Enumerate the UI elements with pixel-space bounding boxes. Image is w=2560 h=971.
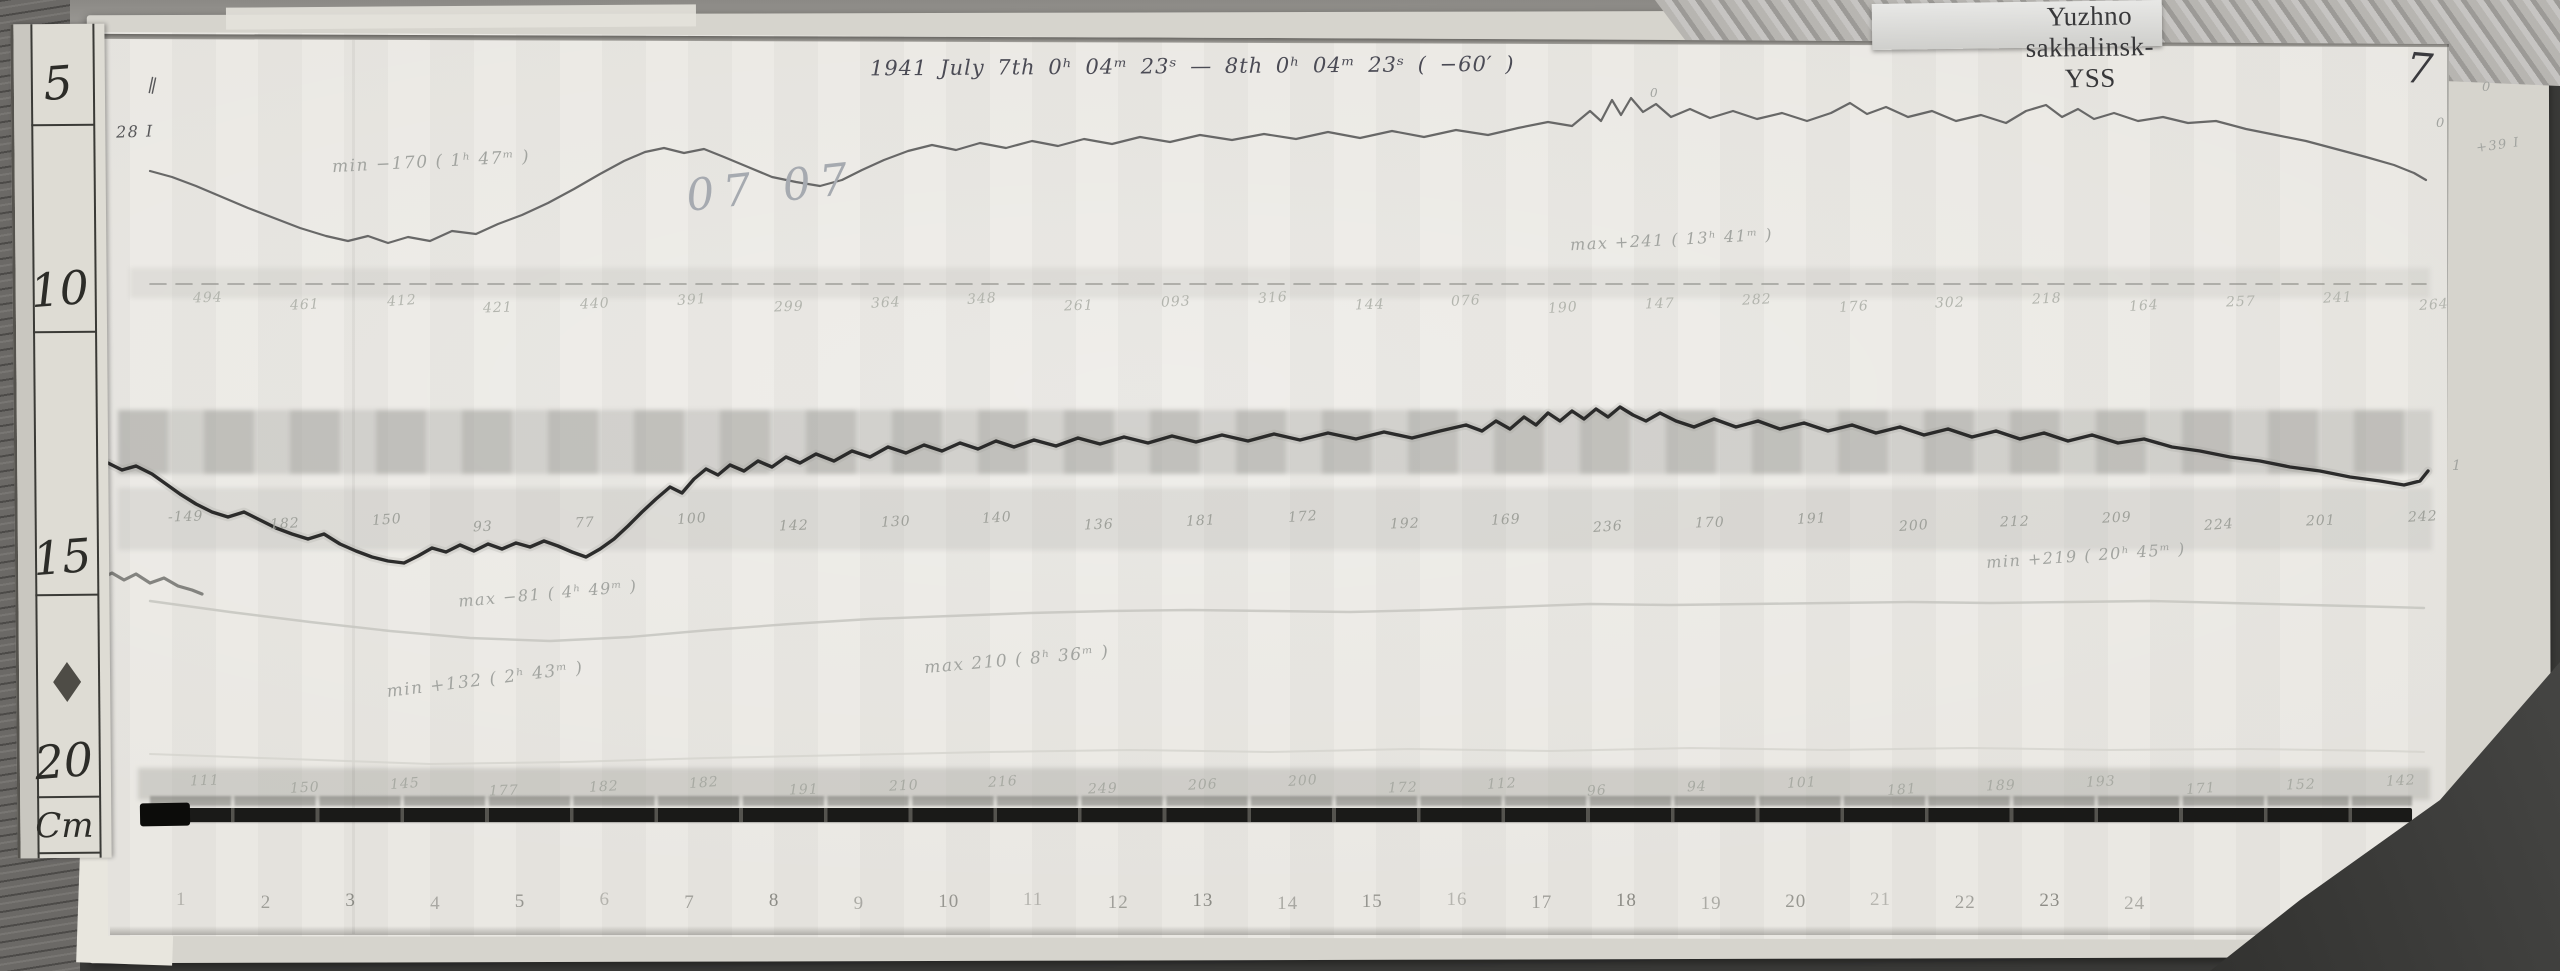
baseline-companion-band xyxy=(150,796,2412,806)
hour-stamp: 21 xyxy=(1870,889,1891,910)
hour-stamp: 24 xyxy=(2124,893,2146,914)
ruler-division-line-4 xyxy=(37,795,101,799)
ruler-division-line-2 xyxy=(33,330,97,334)
hour-stamp: 13 xyxy=(1192,890,1214,911)
hour-stamp: 7 xyxy=(684,892,695,913)
hour-stamp: 19 xyxy=(1700,893,1722,914)
hour-stamp: 10 xyxy=(938,891,960,912)
hour-stamp: 22 xyxy=(1954,892,1976,913)
hour-stamp: 20 xyxy=(1785,891,1807,912)
pencil-annotation: 0 xyxy=(1650,86,1660,100)
station-label-text: Yuzhno sakhalinsk-YSS xyxy=(2025,0,2155,94)
pencil-annotation: 1 xyxy=(2452,458,2463,474)
hour-stamp: 5 xyxy=(514,891,526,912)
haze-band-lower xyxy=(138,768,2430,800)
hour-stamp: 6 xyxy=(599,889,610,910)
haze-band-upper xyxy=(130,268,2430,298)
ruler-mark-20: 20 xyxy=(32,731,96,791)
baseline-dark-band xyxy=(150,808,2412,822)
photo-bottom-edge-shadow xyxy=(110,926,2430,935)
hour-stamp: 12 xyxy=(1107,892,1129,913)
hour-stamp: 18 xyxy=(1615,890,1637,911)
hour-stamp: 11 xyxy=(1023,889,1044,910)
diamond-mark xyxy=(53,662,81,702)
ruler-bottom-line xyxy=(37,851,101,855)
ruler-mark-15: 15 xyxy=(30,527,94,587)
ruler-mark-10: 10 xyxy=(28,259,91,319)
hour-stamp: 15 xyxy=(1361,891,1383,912)
hour-stamp: 16 xyxy=(1446,889,1468,910)
hour-stamp: 8 xyxy=(768,890,780,911)
hour-stamp: 1 xyxy=(176,889,187,910)
hour-stamp: 2 xyxy=(260,892,272,913)
hour-stamp: 4 xyxy=(430,893,441,914)
ruler-unit-cm: Cm xyxy=(35,805,94,847)
pencil-annotation: 0 xyxy=(2436,116,2446,131)
ruler-division-line-1 xyxy=(31,123,95,127)
hour-stamp: 9 xyxy=(853,893,865,914)
ruler: 5 10 15 20 Cm xyxy=(10,23,112,859)
hour-stamp: 14 xyxy=(1277,893,1299,914)
hour-stamp: 23 xyxy=(2039,890,2061,911)
station-label: Yuzhno sakhalinsk-YSS xyxy=(1871,0,2163,93)
hour-stamp: 3 xyxy=(345,890,356,911)
ruler-mark-5: 5 xyxy=(41,54,75,112)
pencil-annotation: 0 xyxy=(2482,80,2492,95)
hour-stamp: 17 xyxy=(1531,892,1553,913)
ruler-division-line-3 xyxy=(35,593,99,597)
